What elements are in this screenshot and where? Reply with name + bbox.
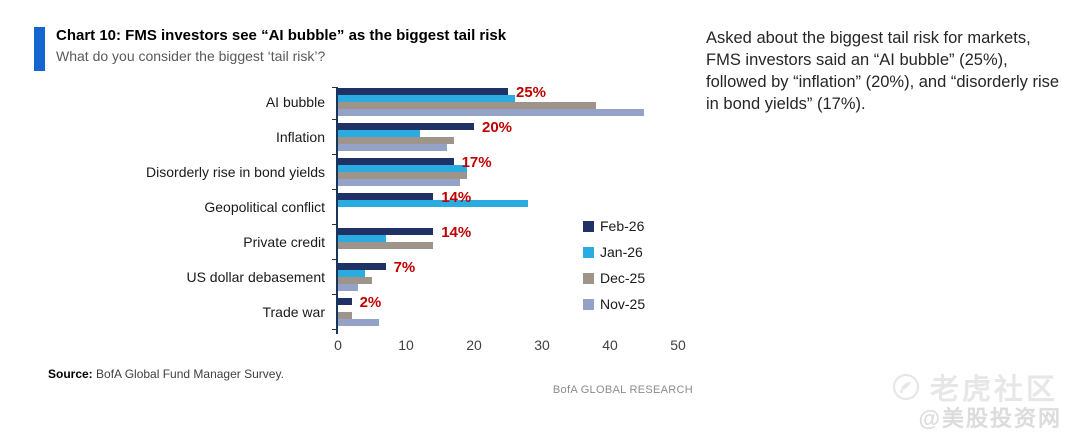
source-note: Source: BofA Global Fund Manager Survey.	[48, 367, 284, 381]
bar-feb-26-us-dollar-debasement	[338, 263, 386, 270]
tiger-logo-icon	[892, 373, 920, 401]
bar-group-us-dollar-debasement: 7%	[338, 259, 683, 291]
bar-feb-26-geopolitical-conflict	[338, 193, 434, 200]
x-tick-50: 50	[670, 337, 686, 353]
bar-dec-25-inflation	[338, 137, 454, 144]
y-axis-tick	[332, 119, 336, 120]
brand-note: BofA GLOBAL RESEARCH	[552, 384, 693, 396]
watermark-text: 老虎社区	[929, 374, 1058, 406]
bar-dec-25-us-dollar-debasement	[338, 277, 372, 284]
legend-item-jan-26: Jan-26	[583, 244, 645, 260]
legend-swatch-feb-26	[583, 220, 594, 232]
bar-dec-25-private-credit	[338, 242, 434, 249]
bar-nov-25-ai-bubble	[338, 109, 644, 116]
watermark: 老虎社区	[892, 366, 1058, 408]
x-axis-tick-labels: 0 10 20 30 40 50	[334, 337, 686, 355]
bar-feb-26-inflation	[338, 123, 474, 130]
bar-dec-25-trade-war	[338, 312, 352, 319]
category-label-us-dollar-debasement: US dollar debasement	[186, 269, 325, 285]
category-label-disorderly-rise-in-bond-yields: Disorderly rise in bond yields	[146, 164, 325, 180]
bar-group-private-credit: 14%	[338, 224, 683, 256]
bar-nov-25-disorderly-rise-in-bond-yields	[338, 179, 461, 186]
legend-label-jan-26: Jan-26	[600, 244, 643, 260]
plot-area: 25% 20% 17% 14% 14% 7% 2%	[332, 84, 683, 334]
chart-header-text: Chart 10: FMS investors see “AI bubble” …	[56, 27, 506, 64]
category-label-trade-war: Trade war	[262, 304, 325, 320]
source-text: BofA Global Fund Manager Survey.	[92, 367, 284, 381]
legend-label-feb-26: Feb-26	[600, 218, 645, 234]
chart-subtitle: What do you consider the biggest ‘tail r…	[56, 48, 326, 64]
value-label-trade-war: 2%	[359, 294, 382, 311]
y-axis-tick	[332, 329, 336, 330]
x-tick-10: 10	[398, 337, 414, 353]
category-label-private-credit: Private credit	[243, 234, 325, 250]
legend-swatch-dec-25	[583, 272, 594, 284]
value-label-us-dollar-debasement: 7%	[393, 259, 416, 276]
bar-dec-25-ai-bubble	[338, 102, 597, 109]
x-tick-40: 40	[602, 337, 618, 353]
legend-label-dec-25: Dec-25	[600, 270, 646, 286]
y-axis-tick	[332, 87, 336, 88]
watermark-handle: @美股投资网	[918, 406, 1062, 431]
value-label-geopolitical-conflict: 14%	[441, 189, 472, 206]
legend-item-dec-25: Dec-25	[583, 270, 645, 286]
bar-feb-26-ai-bubble	[338, 88, 508, 95]
y-axis-line	[336, 87, 338, 334]
bar-jan-26-ai-bubble	[338, 95, 515, 102]
bar-feb-26-trade-war	[338, 298, 352, 305]
category-label-ai-bubble: AI bubble	[265, 94, 325, 110]
value-label-inflation: 20%	[482, 119, 513, 136]
value-label-private-credit: 14%	[441, 224, 472, 241]
legend: Feb-26 Jan-26 Dec-25 Nov-25	[583, 218, 645, 322]
accent-bar	[34, 27, 45, 71]
bar-dec-25-disorderly-rise-in-bond-yields	[338, 172, 468, 179]
value-label-disorderly-rise-in-bond-yields: 17%	[461, 154, 492, 171]
chart-header: Chart 10: FMS investors see “AI bubble” …	[34, 27, 506, 71]
value-label-ai-bubble: 25%	[516, 84, 547, 101]
bar-jan-26-geopolitical-conflict	[338, 200, 529, 207]
category-axis-labels: AI bubble Inflation Disorderly rise in bon…	[0, 88, 325, 333]
x-tick-20: 20	[466, 337, 482, 353]
bar-nov-25-inflation	[338, 144, 447, 151]
bar-nov-25-trade-war	[338, 319, 379, 326]
commentary-text: Asked about the biggest tail risk for ma…	[706, 29, 1060, 113]
legend-item-nov-25: Nov-25	[583, 296, 645, 312]
y-axis-tick	[332, 294, 336, 295]
bar-group-inflation: 20%	[338, 119, 683, 151]
chart-title: Chart 10: FMS investors see “AI bubble” …	[56, 27, 507, 44]
x-tick-30: 30	[534, 337, 550, 353]
bar-feb-26-private-credit	[338, 228, 434, 235]
category-label-geopolitical-conflict: Geopolitical conflict	[204, 199, 325, 215]
legend-label-nov-25: Nov-25	[600, 296, 646, 312]
bar-feb-26-disorderly-rise-in-bond-yields	[338, 158, 454, 165]
source-label: Source:	[48, 367, 93, 381]
bar-jan-26-us-dollar-debasement	[338, 270, 366, 277]
y-axis-tick	[332, 224, 336, 225]
bar-group-trade-war: 2%	[338, 294, 683, 326]
bar-group-disorderly-rise-in-bond-yields: 17%	[338, 154, 683, 186]
legend-item-feb-26: Feb-26	[583, 218, 645, 234]
y-axis-tick	[332, 189, 336, 190]
legend-swatch-nov-25	[583, 298, 594, 310]
bar-jan-26-private-credit	[338, 235, 386, 242]
category-label-inflation: Inflation	[275, 129, 325, 145]
y-axis-tick	[332, 259, 336, 260]
bar-jan-26-inflation	[338, 130, 420, 137]
bar-group-geopolitical-conflict: 14%	[338, 189, 683, 221]
y-axis-tick	[332, 154, 336, 155]
bar-group-ai-bubble: 25%	[338, 84, 683, 116]
bar-nov-25-us-dollar-debasement	[338, 284, 359, 291]
bar-jan-26-disorderly-rise-in-bond-yields	[338, 165, 468, 172]
legend-swatch-jan-26	[583, 246, 594, 258]
x-tick-0: 0	[334, 337, 342, 353]
